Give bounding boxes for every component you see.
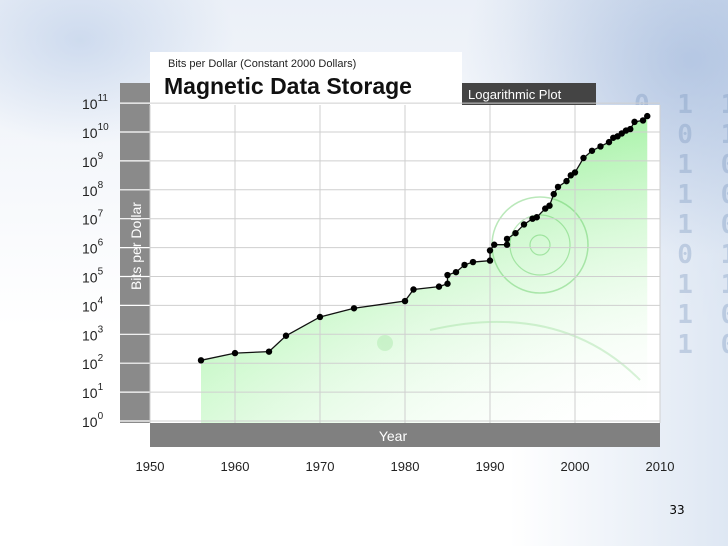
x-tick-label: 2000	[561, 459, 590, 474]
data-point	[554, 183, 562, 191]
data-point	[282, 332, 290, 339]
hard-drive-illustration	[377, 196, 641, 381]
data-point	[503, 241, 511, 248]
data-point	[605, 138, 613, 146]
data-point	[491, 241, 498, 248]
data-point	[631, 118, 638, 126]
y-tick-label: 101	[82, 382, 104, 401]
y-tick-label: 103	[82, 324, 104, 343]
y-tick-label: 102	[82, 353, 104, 372]
x-axis-bar	[150, 423, 660, 447]
area-fill-vertical	[201, 116, 648, 423]
data-point	[588, 147, 596, 154]
x-tick-label: 1980	[391, 459, 420, 474]
x-tick-label: 1950	[136, 459, 165, 474]
y-tick-label: 100	[82, 411, 104, 430]
data-point	[401, 297, 409, 305]
x-tick-label: 1990	[476, 459, 505, 474]
x-axis-label: Year	[379, 428, 408, 444]
y-tick-label: 1011	[82, 93, 108, 112]
data-series	[197, 112, 651, 364]
data-point	[435, 283, 443, 290]
data-point	[639, 117, 647, 124]
data-point	[452, 268, 460, 276]
y-tick-labels: 100 101 102 103 104 105 106 107 108 109 1010 1011	[82, 93, 109, 430]
data-point	[503, 235, 511, 243]
data-point	[231, 349, 239, 357]
data-point	[265, 348, 273, 355]
x-tick-label: 1970	[306, 459, 335, 474]
green-area-fill	[201, 116, 648, 423]
data-point	[597, 143, 604, 150]
data-point	[444, 280, 451, 287]
y-axis-bar	[120, 83, 150, 423]
data-point	[486, 247, 494, 254]
data-point	[546, 202, 553, 209]
y-tick-label: 107	[82, 209, 104, 228]
y-axis-label: Bits per Dollar	[128, 202, 144, 290]
x-tick-labels: 1950 1960 1970 1980 1990 2000 2010	[136, 459, 675, 474]
y-tick-label: 105	[82, 267, 104, 286]
data-point	[580, 154, 587, 162]
x-tick-label: 1960	[221, 459, 250, 474]
x-tick-label: 2010	[646, 459, 675, 474]
chart-title: Magnetic Data Storage	[164, 73, 412, 99]
data-point	[469, 258, 477, 266]
y-tick-label: 109	[82, 151, 104, 170]
grid-lines	[120, 102, 661, 423]
data-point	[350, 305, 358, 312]
data-point	[461, 261, 468, 269]
y-tick-label: 1010	[82, 122, 109, 141]
data-point	[512, 229, 519, 237]
badge-label: Logarithmic Plot	[468, 87, 562, 102]
data-point	[571, 169, 579, 176]
log-plot-badge	[462, 83, 596, 105]
data-point	[197, 357, 205, 364]
y-tick-label: 104	[82, 295, 104, 314]
data-point	[486, 257, 494, 264]
data-point	[627, 125, 634, 133]
data-point	[316, 313, 324, 321]
data-point	[563, 177, 570, 185]
chart-subtitle: Bits per Dollar (Constant 2000 Dollars)	[168, 58, 356, 70]
y-tick-label: 106	[82, 238, 104, 257]
data-point	[444, 271, 451, 279]
data-point	[520, 221, 528, 228]
title-box	[150, 52, 462, 105]
y-tick-label: 108	[82, 180, 104, 199]
data-point	[644, 112, 651, 120]
data-point	[533, 214, 540, 221]
data-point	[550, 190, 557, 198]
page-number: 33	[669, 503, 685, 517]
data-point	[410, 286, 417, 293]
